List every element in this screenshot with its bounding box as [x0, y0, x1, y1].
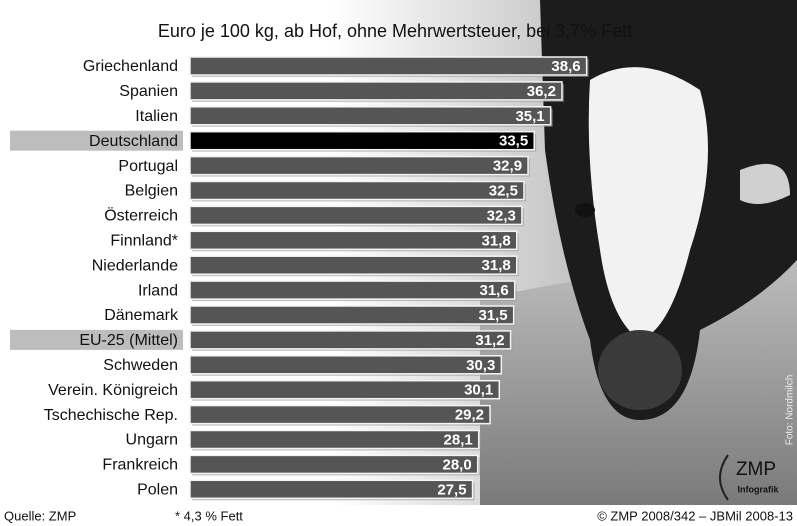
bar — [190, 431, 479, 449]
category-label: Niederlande — [92, 257, 178, 274]
value-label: 33,5 — [499, 133, 528, 150]
bar — [190, 132, 534, 150]
value-label: 31,8 — [482, 257, 511, 274]
value-label: 36,2 — [527, 83, 556, 100]
logo: ZMP — [736, 459, 776, 480]
bar — [190, 157, 528, 175]
value-label: 28,1 — [444, 431, 473, 448]
bar — [190, 107, 551, 125]
chart: Euro je 100 kg, ab Hof, ohne Mehrwertste… — [0, 0, 797, 526]
value-label: 31,8 — [482, 232, 511, 249]
photo-credit: Foto: Nordmilch — [785, 375, 796, 446]
category-label: Tschechische Rep. — [44, 407, 178, 424]
bar — [190, 406, 490, 424]
value-label: 31,6 — [479, 282, 508, 299]
category-label: Schweden — [103, 357, 178, 374]
category-label: Irland — [138, 282, 178, 299]
footnote: * 4,3 % Fett — [175, 508, 243, 523]
category-label: Polen — [137, 482, 178, 499]
value-label: 30,1 — [464, 382, 493, 399]
bar — [190, 356, 501, 374]
value-label: 30,3 — [466, 357, 495, 374]
bar — [190, 306, 514, 324]
bar — [190, 82, 562, 100]
value-label: 31,5 — [478, 307, 507, 324]
value-label: 32,5 — [489, 182, 518, 199]
bar — [190, 331, 511, 349]
category-label: Finnland* — [110, 233, 178, 250]
bar — [190, 455, 478, 473]
category-label: Italien — [135, 108, 178, 125]
logo-subtitle: Infografik — [737, 484, 779, 494]
value-label: 38,6 — [551, 58, 580, 75]
category-label: Dänemark — [104, 307, 179, 324]
chart-title: Euro je 100 kg, ab Hof, ohne Mehrwertste… — [158, 21, 632, 41]
value-label: 29,2 — [455, 407, 484, 424]
bar — [190, 57, 587, 75]
bar — [190, 256, 517, 274]
credit: © ZMP 2008/342 – JBMil 2008-13 — [597, 508, 793, 523]
value-label: 31,2 — [475, 332, 504, 349]
source: Quelle: ZMP — [4, 508, 76, 523]
category-label: Portugal — [118, 158, 178, 175]
bar — [190, 206, 522, 224]
bar — [190, 480, 473, 498]
category-label: Frankreich — [102, 457, 178, 474]
bar — [190, 231, 517, 249]
category-label: Verein. Königreich — [48, 382, 178, 399]
category-label: Ungarn — [126, 432, 178, 449]
category-label: Deutschland — [89, 133, 178, 150]
bar — [190, 381, 499, 399]
category-label: Österreich — [104, 207, 178, 225]
category-label: Belgien — [125, 183, 178, 200]
category-label: EU-25 (Mittel) — [79, 332, 178, 349]
value-label: 35,1 — [515, 108, 544, 125]
value-label: 27,5 — [437, 481, 466, 498]
value-label: 28,0 — [442, 456, 471, 473]
category-label: Spanien — [119, 83, 178, 100]
bar — [190, 182, 524, 200]
category-label: Griechenland — [83, 58, 178, 75]
value-label: 32,9 — [493, 158, 522, 175]
value-label: 32,3 — [487, 207, 516, 224]
bar — [190, 281, 515, 299]
